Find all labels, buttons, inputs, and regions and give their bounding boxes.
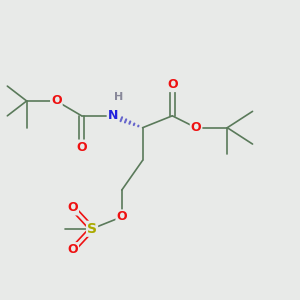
Text: O: O	[191, 121, 201, 134]
Text: H: H	[114, 92, 123, 101]
Text: N: N	[108, 109, 118, 122]
Text: O: O	[68, 243, 78, 256]
Text: O: O	[68, 202, 78, 214]
Text: S: S	[87, 222, 97, 236]
Text: O: O	[51, 94, 62, 107]
Text: O: O	[167, 78, 178, 91]
Text: O: O	[76, 140, 87, 154]
Text: O: O	[116, 210, 127, 224]
